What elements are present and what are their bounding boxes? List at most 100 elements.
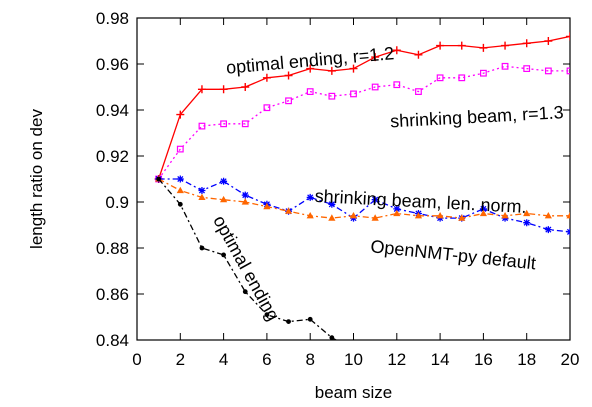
data-point <box>177 201 183 207</box>
x-tick-label: 12 <box>387 350 406 369</box>
data-point <box>544 212 552 219</box>
data-point <box>328 92 336 100</box>
series-layer <box>154 32 570 340</box>
x-tick-label: 6 <box>262 350 271 369</box>
x-tick-label: 0 <box>132 350 141 369</box>
data-point <box>328 214 336 221</box>
y-tick-label: 0.86 <box>96 285 129 304</box>
data-point <box>458 214 466 221</box>
data-point <box>219 85 228 94</box>
data-point <box>522 39 531 48</box>
data-point <box>458 74 466 82</box>
data-point <box>415 88 422 96</box>
data-point <box>241 191 249 199</box>
data-point <box>220 177 228 185</box>
x-tick-label: 14 <box>431 350 450 369</box>
data-point <box>501 212 509 219</box>
data-point <box>436 74 444 82</box>
annotation-label: shrinking beam, len. norm. <box>314 186 527 217</box>
y-tick-label: 0.98 <box>96 9 129 28</box>
data-point <box>566 67 570 75</box>
data-point <box>156 176 162 182</box>
data-point <box>544 67 552 75</box>
data-point <box>176 175 184 183</box>
data-point <box>457 41 466 50</box>
data-point <box>198 193 206 200</box>
data-point <box>176 110 185 119</box>
data-point <box>523 65 531 73</box>
data-point <box>393 81 401 89</box>
data-point <box>566 212 570 219</box>
data-point <box>306 212 314 219</box>
data-point <box>286 319 291 324</box>
data-point <box>307 316 313 322</box>
data-point <box>241 120 249 128</box>
data-point <box>566 228 570 236</box>
data-point <box>414 212 423 219</box>
annotation-label: shrinking beam, r=1.3 <box>390 102 564 131</box>
series-4 <box>156 176 338 340</box>
x-axis-label: beam size <box>315 383 392 402</box>
data-point <box>349 212 358 219</box>
y-tick-label: 0.84 <box>96 331 129 350</box>
data-point <box>566 32 570 41</box>
series-line <box>158 178 338 340</box>
data-point <box>436 212 444 219</box>
y-tick-label: 0.94 <box>96 101 129 120</box>
data-point <box>349 64 358 73</box>
series-line <box>158 178 570 233</box>
data-point <box>393 209 401 217</box>
data-point <box>523 219 531 227</box>
data-point <box>241 198 249 205</box>
data-point <box>393 205 401 213</box>
data-point <box>523 209 531 217</box>
annotation-label: optimal ending <box>209 212 283 324</box>
data-point <box>501 62 509 70</box>
data-point <box>284 207 293 214</box>
data-point <box>371 214 379 221</box>
data-point <box>263 104 271 112</box>
data-point <box>284 71 293 80</box>
x-tick-label: 18 <box>517 350 536 369</box>
series-line <box>158 178 570 219</box>
data-point <box>285 97 292 105</box>
data-point <box>242 289 248 295</box>
data-point <box>371 196 379 204</box>
data-point <box>197 85 206 94</box>
data-point <box>371 53 380 62</box>
series-0 <box>154 32 570 183</box>
data-point <box>501 41 510 50</box>
y-tick-label: 0.9 <box>105 193 129 212</box>
data-point <box>306 193 314 201</box>
series-3 <box>155 175 570 221</box>
data-point <box>371 83 379 91</box>
data-point <box>262 73 271 82</box>
x-tick-label: 20 <box>561 350 580 369</box>
data-point <box>220 195 228 203</box>
y-axis-label: length ratio on dev <box>27 109 46 249</box>
data-point <box>198 187 206 194</box>
data-point <box>264 312 270 318</box>
data-point <box>480 69 487 77</box>
data-point <box>306 64 315 73</box>
data-point <box>327 66 336 75</box>
data-point <box>241 83 250 91</box>
data-point <box>544 226 552 234</box>
axis-ticks: 0 2 4 6 8 10 12 14 16 18 20 0.84 0.86 0.88 0.9 0.92 0.94… <box>96 9 580 369</box>
data-point <box>436 41 445 50</box>
data-point <box>479 43 488 52</box>
annotation-label: OpenNMT-py default <box>370 236 537 273</box>
x-tick-label: 8 <box>305 350 314 369</box>
data-point <box>329 335 335 340</box>
x-tick-label: 2 <box>176 350 185 369</box>
data-point <box>199 245 205 251</box>
data-point <box>392 46 401 55</box>
data-point <box>479 205 487 213</box>
data-point <box>198 122 206 130</box>
data-point <box>221 252 227 258</box>
data-point <box>328 200 336 208</box>
data-point <box>414 50 423 59</box>
y-tick-label: 0.92 <box>96 147 129 166</box>
